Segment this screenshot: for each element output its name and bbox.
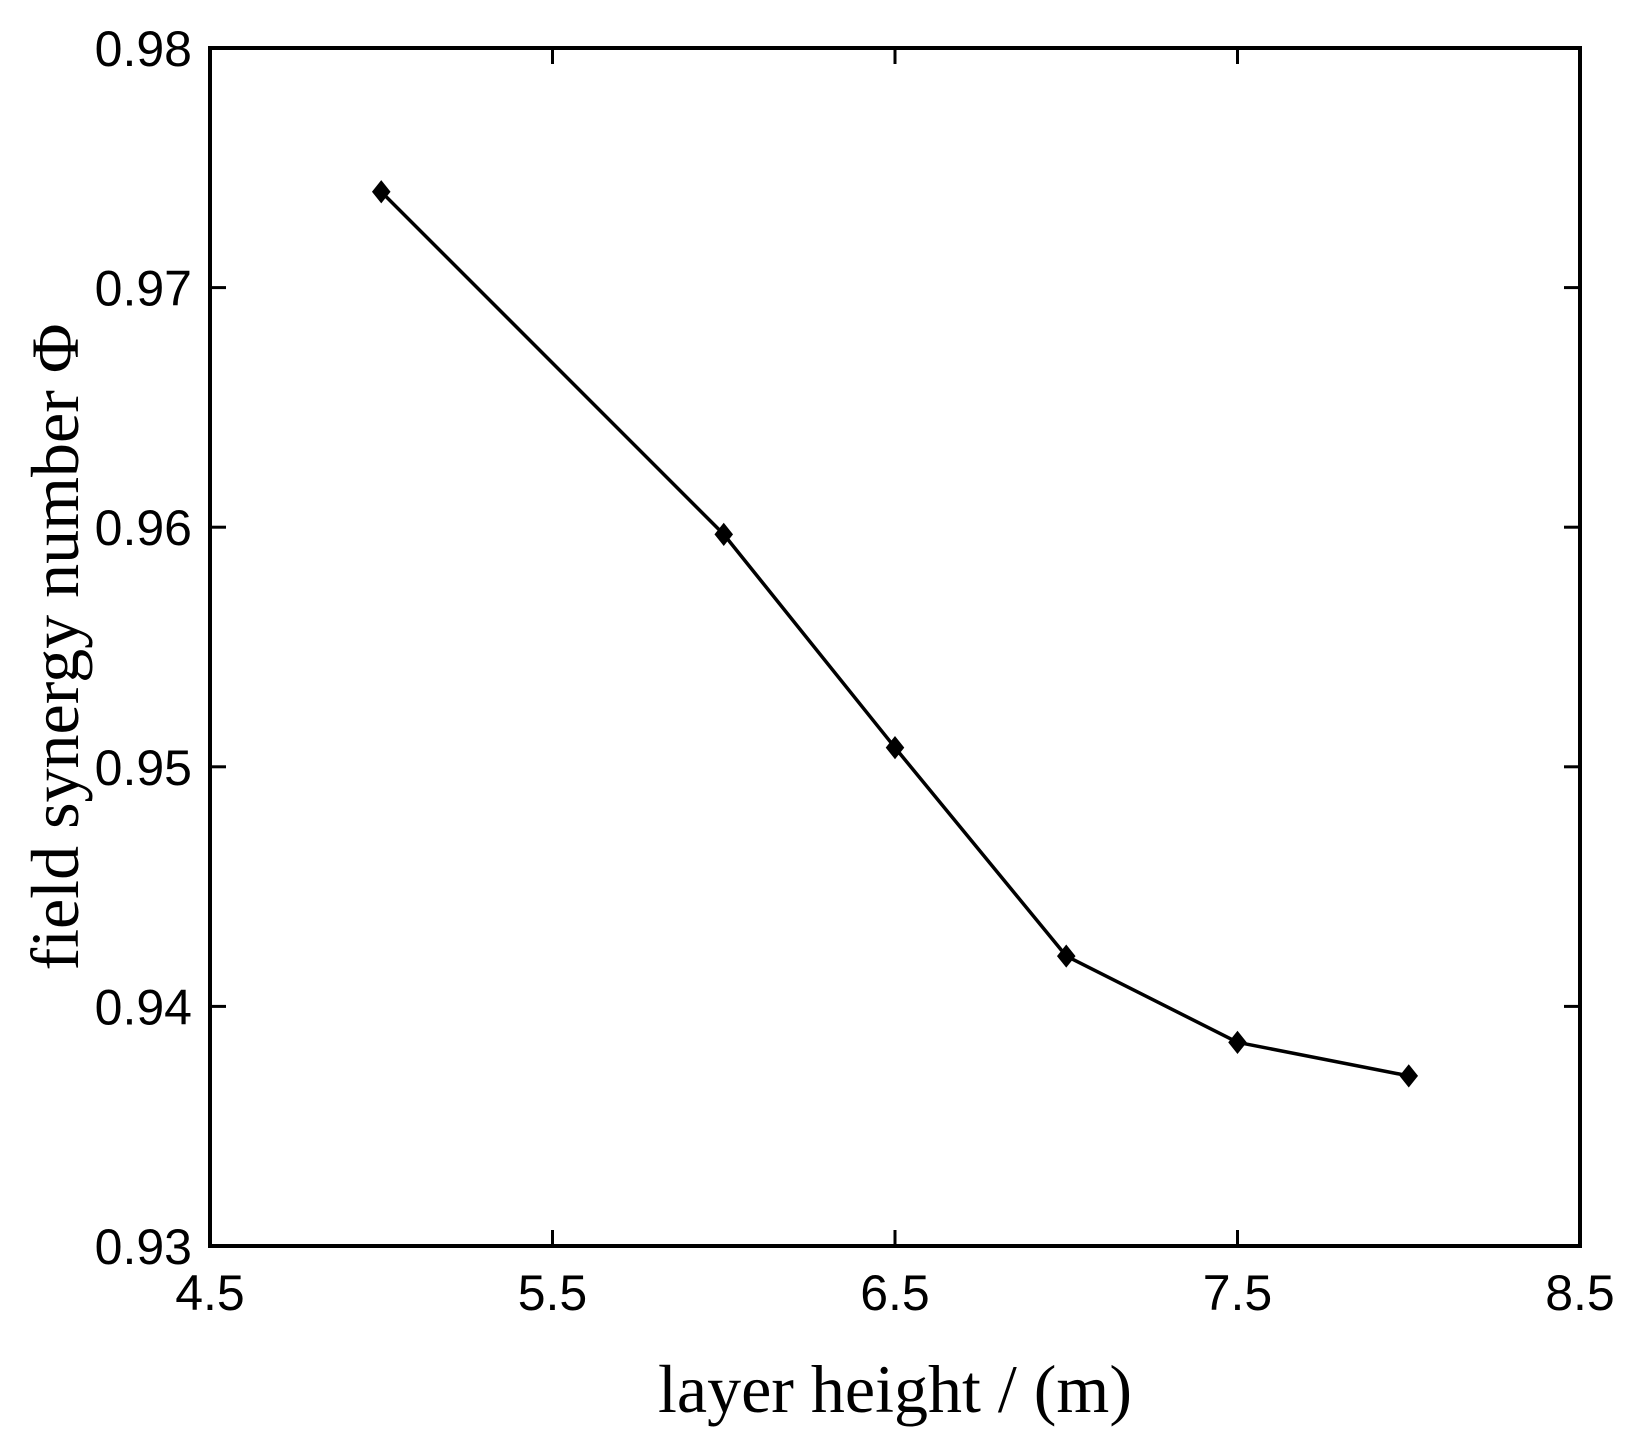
data-point-marker [885,736,905,760]
x-tick-label: 4.5 [175,1265,245,1321]
y-tick-label: 0.95 [95,740,192,796]
y-tick-label: 0.96 [95,500,192,556]
y-tick-label: 0.93 [95,1219,192,1275]
x-axis-ticks [208,48,1582,1246]
x-tick-label: 5.5 [518,1265,588,1321]
data-point-marker [714,522,734,546]
x-tick-label: 8.5 [1545,1265,1615,1321]
y-tick-label: 0.97 [95,261,192,317]
data-point-marker [1228,1030,1247,1054]
y-axis-title: field synergy number Φ [17,323,93,970]
x-axis-tick-labels: 4.5 5.5 6.5 7.5 8.5 [175,1265,1615,1321]
x-tick-label: 6.5 [860,1265,930,1321]
y-tick-label: 0.94 [95,979,192,1035]
x-tick-label: 7.5 [1203,1265,1273,1321]
y-axis-ticks [210,46,1580,1248]
data-point-marker [1056,944,1076,968]
plot-area [208,46,1582,1248]
data-point-marker [1399,1064,1419,1088]
y-axis-tick-labels: 0.93 0.94 0.95 0.96 0.97 0.98 [95,21,192,1275]
data-point-marker [371,180,391,204]
series-line [380,190,1410,1078]
y-tick-label: 0.98 [95,21,192,77]
x-axis-title: layer height / (m) [658,1351,1132,1427]
series-layer [371,180,1419,1088]
